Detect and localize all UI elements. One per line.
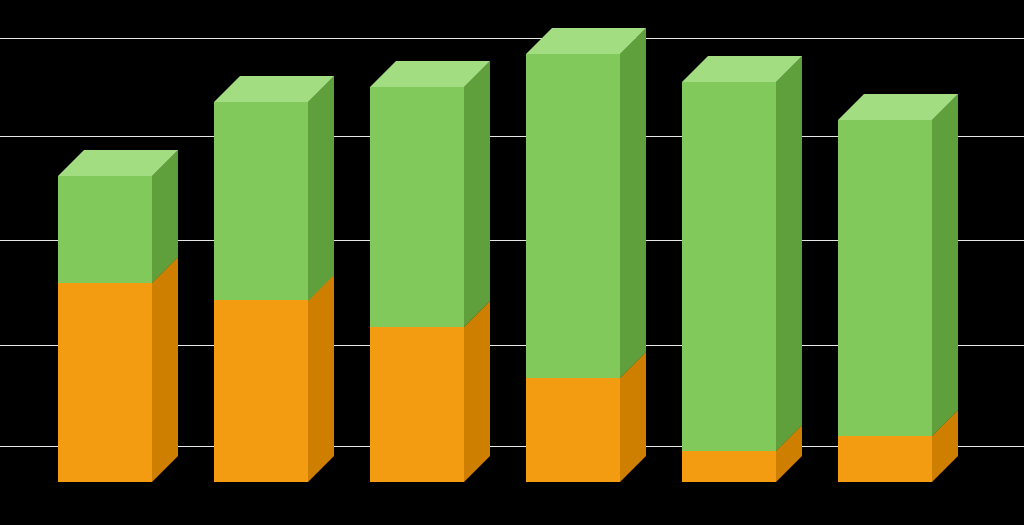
bar-segment-green-side — [464, 61, 490, 327]
bar — [58, 150, 178, 482]
bar-segment-orange-front — [838, 436, 932, 482]
bar — [838, 94, 958, 482]
bar-segment-orange-front — [682, 451, 776, 482]
bar-segment-green-side — [776, 56, 802, 451]
bar-segment-orange-side — [308, 274, 334, 482]
gridline — [0, 38, 1024, 39]
bar-segment-green-side — [308, 76, 334, 301]
bar — [370, 61, 490, 482]
bar-segment-orange-front — [214, 300, 308, 482]
bar-segment-green-side — [620, 28, 646, 378]
bar-segment-green-front — [214, 102, 308, 301]
bar-segment-green-side — [932, 94, 958, 436]
bar-segment-green-front — [682, 82, 776, 451]
bar-segment-orange-front — [58, 283, 152, 482]
bar-segment-green-front — [370, 87, 464, 327]
bar — [682, 56, 802, 482]
bar-segment-orange-front — [526, 378, 620, 482]
bar-segment-green-front — [838, 120, 932, 436]
bar-segment-green-front — [526, 54, 620, 378]
bar-segment-orange-front — [370, 327, 464, 482]
bar — [214, 76, 334, 482]
bar — [526, 28, 646, 482]
stacked-3d-bar-chart — [0, 0, 1024, 525]
bar-segment-orange-side — [152, 257, 178, 482]
bar-segment-orange-side — [464, 301, 490, 482]
